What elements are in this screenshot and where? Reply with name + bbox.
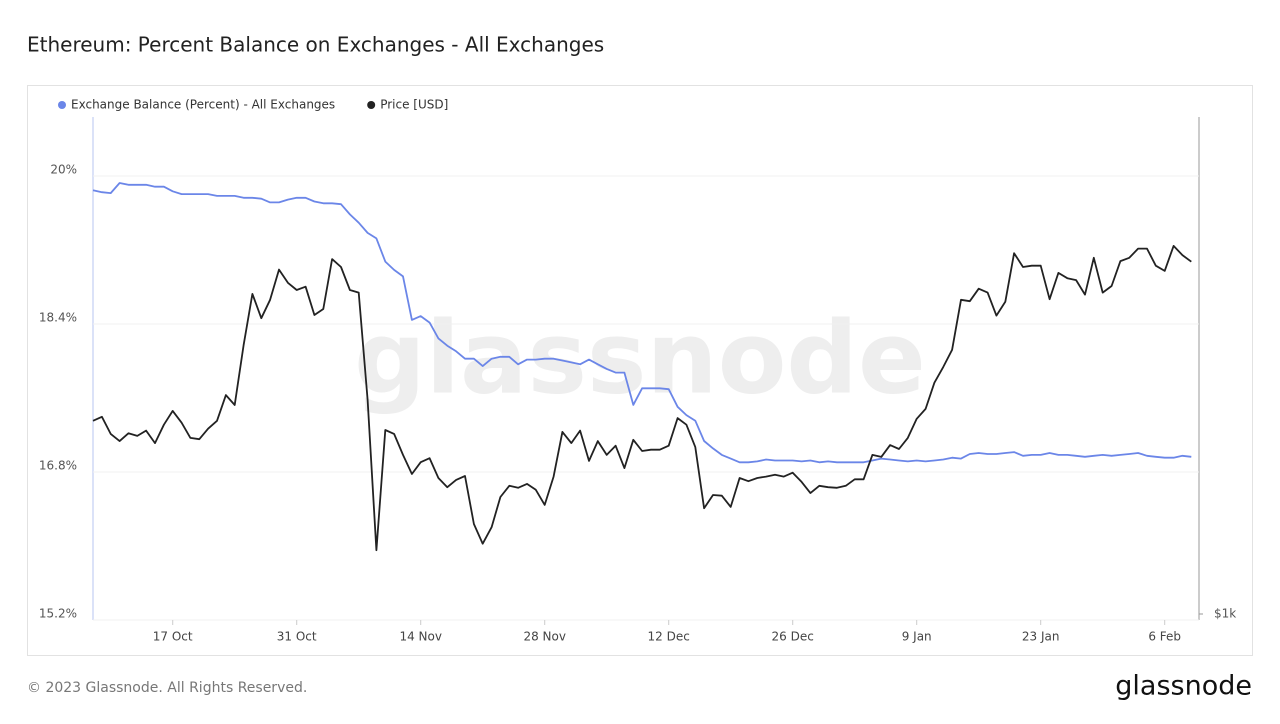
legend-marker (367, 101, 376, 109)
y-tick-label: 16.8% (39, 459, 77, 473)
x-tick-label: 9 Jan (902, 630, 932, 644)
x-tick-label: 14 Nov (399, 630, 442, 644)
chart-title: Ethereum: Percent Balance on Exchanges -… (27, 33, 604, 57)
legend-marker (58, 101, 66, 109)
footer: © 2023 Glassnode. All Rights Reserved. (27, 680, 307, 696)
watermark: glassnode (354, 299, 926, 416)
y2-tick-label: $1k (1214, 607, 1236, 621)
x-tick-label: 28 Nov (523, 630, 566, 644)
x-tick-label: 6 Feb (1148, 630, 1181, 644)
series-line (92, 182, 1192, 464)
x-tick-label: 26 Dec (772, 630, 814, 644)
chart-frame (27, 85, 1253, 656)
y-tick-label: 15.2% (39, 607, 77, 621)
y-tick-label: 20% (50, 163, 77, 177)
x-tick-label: 17 Oct (153, 630, 193, 644)
series-line (92, 245, 1192, 552)
x-tick-label: 23 Jan (1022, 630, 1060, 644)
x-tick-label: 12 Dec (648, 630, 690, 644)
x-tick-label: 31 Oct (277, 630, 317, 644)
legend-label: Exchange Balance (Percent) - All Exchang… (71, 98, 335, 112)
legend-label: Price [USD] (380, 98, 448, 112)
y-tick-label: 18.4% (39, 311, 77, 325)
logo: glassnode (1115, 671, 1252, 702)
